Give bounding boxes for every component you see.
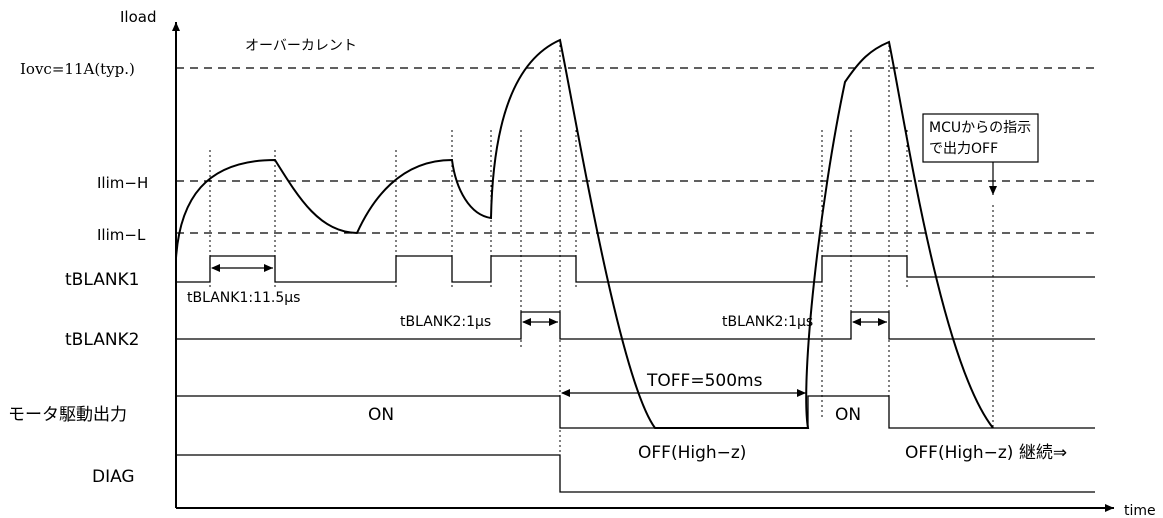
off-label-1: OFF(High−z) <box>638 443 746 463</box>
on-label-2: ON <box>835 405 861 425</box>
diag-signal <box>176 454 1095 493</box>
mcu-note-line2: で出力OFF <box>929 141 998 157</box>
overcurrent-label: オーバーカレント <box>245 38 357 54</box>
motor-output-label: モータ駆動出力 <box>8 405 127 425</box>
load-current-curve <box>175 38 994 429</box>
motor-output-signal <box>176 395 1095 429</box>
tblank2-duration-label-2: tBLANK2:1μs <box>722 314 813 330</box>
mcu-note-line1: MCUからの指示 <box>929 120 1031 136</box>
tblank2-duration-label-1: tBLANK2:1μs <box>400 314 491 330</box>
tblank2-signal <box>176 311 1095 340</box>
ilim-l-label: Ilim−L <box>97 226 146 244</box>
mcu-note-box <box>922 113 1039 163</box>
off-label-2: OFF(High−z) 継続⇒ <box>905 443 1067 463</box>
on-label-1: ON <box>368 405 394 425</box>
ilim-h-label: Ilim−H <box>97 174 148 192</box>
diag-label: DIAG <box>92 467 135 487</box>
toff-label: TOFF=500ms <box>646 371 763 391</box>
tblank2-label: tBLANK2 <box>65 330 140 350</box>
x-axis-label: time <box>1124 503 1156 518</box>
iovc-label: Iovc=11A(typ.) <box>20 60 135 78</box>
y-axis-label: Iload <box>120 8 156 26</box>
tblank1-duration-label: tBLANK1:11.5μs <box>187 290 300 306</box>
tblank1-label: tBLANK1 <box>65 270 140 290</box>
tblank1-signal <box>176 255 1095 283</box>
